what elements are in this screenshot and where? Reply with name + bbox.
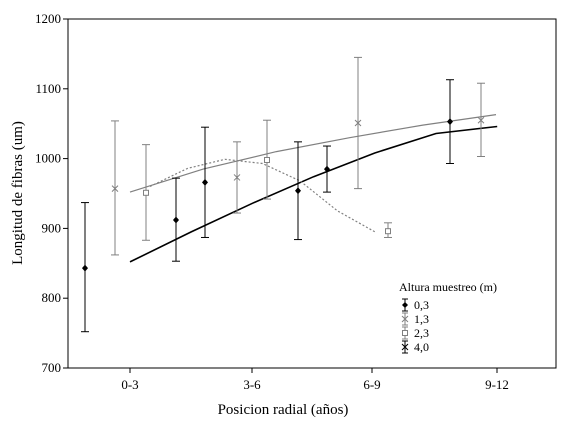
data-point-2-3 <box>384 222 392 238</box>
x-marker <box>111 185 119 192</box>
y-tick-label: 700 <box>42 360 62 375</box>
data-point-0-3 <box>323 145 331 193</box>
legend-item-2-3: 2,3 <box>402 326 429 340</box>
plot-border <box>67 18 557 369</box>
legend-item-4-0: 4,0 <box>401 340 429 354</box>
legend-item-1-3: 1,3 <box>401 312 429 326</box>
data-point-0-3 <box>172 177 180 262</box>
x-marker <box>477 116 485 124</box>
x-tick-label: 6-9 <box>363 377 380 392</box>
data-point-2-3 <box>263 119 271 200</box>
x-marker <box>233 174 241 181</box>
legend-label: 1,3 <box>414 312 429 326</box>
legend-marker <box>401 343 409 351</box>
diamond-marker <box>82 264 88 272</box>
trend-line-1-3 <box>129 114 497 193</box>
legend-label: 0,3 <box>414 298 429 312</box>
data-point-1-3 <box>233 141 241 214</box>
x-tick-label: 3-6 <box>243 377 261 392</box>
x-marker <box>354 119 362 127</box>
trend-line-2-3 <box>149 158 376 233</box>
legend-marker <box>401 315 409 323</box>
data-point-0-3 <box>201 126 209 238</box>
data-point-0-3 <box>81 202 89 333</box>
square-marker <box>143 189 149 196</box>
y-tick-label: 1200 <box>35 11 61 26</box>
trend-line-0-3 <box>129 125 498 263</box>
data-point-1-3 <box>477 82 485 158</box>
legend-label: 2,3 <box>414 326 429 340</box>
trend-lines <box>129 114 498 263</box>
diamond-marker <box>173 216 179 224</box>
diamond-marker <box>295 187 301 195</box>
legend-marker <box>402 302 408 308</box>
legend-marker <box>402 330 408 336</box>
y-tick-label: 800 <box>42 290 62 305</box>
x-axis-title: Posicion radial (años) <box>218 402 349 418</box>
y-tick-label: 900 <box>42 220 62 235</box>
diamond-marker <box>324 165 330 173</box>
legend-title: Altura muestreo (m) <box>399 280 497 294</box>
square-marker <box>264 156 270 163</box>
plot-area <box>67 18 557 369</box>
x-tick-label: 9-12 <box>485 377 509 392</box>
square-marker <box>385 228 391 235</box>
y-tick-label: 1100 <box>35 81 61 96</box>
x-tick-label: 0-3 <box>121 377 138 392</box>
y-axis-title: Longitud de fibras (um) <box>10 121 26 265</box>
y-tick-label: 1000 <box>35 151 61 166</box>
data-point-0-3 <box>446 79 454 164</box>
data-point-1-3 <box>111 120 119 256</box>
diamond-marker <box>202 178 208 186</box>
legend: Altura muestreo (m) 0,31,32,34,0 <box>399 280 497 354</box>
data-point-2-3 <box>142 144 150 241</box>
data-points <box>81 56 485 333</box>
data-point-0-3 <box>294 141 302 241</box>
data-point-1-3 <box>354 56 362 190</box>
legend-item-0-3: 0,3 <box>402 298 429 312</box>
x-axis: 0-3 3-6 6-9 9-12 <box>121 368 509 392</box>
y-axis: 700 800 900 1000 1100 1200 <box>35 11 68 375</box>
diamond-marker <box>447 118 453 126</box>
legend-label: 4,0 <box>414 340 429 354</box>
